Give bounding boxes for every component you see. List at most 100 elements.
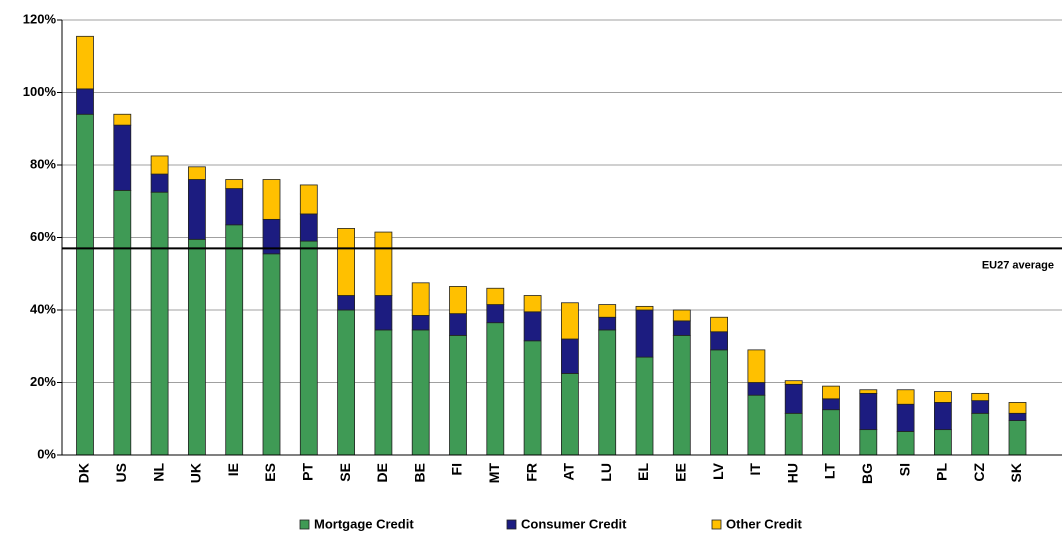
bar-segment — [449, 286, 467, 315]
bar-segment — [411, 329, 430, 456]
legend-swatch — [506, 519, 517, 530]
x-tick-label: CZ — [971, 463, 987, 482]
bar-segment — [672, 320, 691, 336]
bar-segment — [262, 253, 281, 456]
x-tick-label: DE — [374, 463, 390, 482]
x-tick-label: UK — [188, 463, 204, 483]
bar-segment — [598, 316, 617, 331]
bar-segment — [784, 412, 803, 456]
bar-segment — [449, 313, 467, 336]
bar-segment — [561, 373, 579, 456]
bar-segment — [784, 380, 803, 385]
bar-segment — [896, 403, 915, 432]
bar-segment — [859, 392, 878, 431]
bar-segment — [337, 228, 356, 296]
bar-segment — [225, 188, 244, 226]
bar-segment — [150, 191, 169, 456]
x-tick-label: SI — [896, 463, 912, 476]
x-tick-label: EE — [673, 463, 689, 482]
x-tick-label: ES — [262, 463, 278, 482]
bar-segment — [934, 391, 952, 403]
x-tick-label: US — [113, 463, 129, 482]
bar-segment — [971, 392, 990, 402]
bar-segment — [486, 287, 505, 305]
legend-label: Mortgage Credit — [314, 516, 414, 531]
bar-segment — [1008, 420, 1027, 456]
bar-segment — [1008, 402, 1027, 414]
bar-segment — [299, 213, 318, 242]
y-tick-label: 20% — [30, 374, 56, 389]
y-tick-label: 80% — [30, 156, 56, 171]
bar-segment — [299, 184, 318, 215]
bar-segment — [710, 331, 728, 351]
bar-segment — [113, 124, 132, 191]
bar-segment — [635, 356, 654, 456]
x-tick-label: NL — [150, 463, 166, 482]
x-tick-label: FI — [449, 463, 465, 475]
bar-segment — [374, 329, 393, 456]
x-tick-label: LV — [710, 462, 726, 480]
bar-segment — [523, 295, 542, 313]
bar-segment — [598, 329, 617, 456]
bar-segment — [449, 334, 467, 456]
bar-segment — [76, 35, 94, 90]
bar-segment — [672, 309, 691, 322]
y-tick-label: 0% — [37, 446, 56, 461]
y-tick-label: 40% — [30, 301, 56, 316]
x-tick-label: BE — [411, 463, 427, 482]
bar-segment — [710, 316, 728, 333]
x-tick-label: IT — [747, 463, 763, 476]
bar-segment — [934, 429, 952, 456]
y-tick-label: 60% — [30, 229, 56, 244]
x-tick-label: EL — [635, 463, 651, 481]
x-tick-label: SE — [337, 463, 353, 482]
x-tick-label: PT — [300, 463, 316, 481]
bar-segment — [971, 412, 990, 456]
x-tick-label: LU — [598, 463, 614, 482]
bar-segment — [635, 305, 654, 311]
bar-segment — [934, 402, 952, 431]
bar-segment — [672, 334, 691, 456]
legend-swatch — [711, 519, 722, 530]
bar-segment — [187, 166, 206, 180]
bar-segment — [76, 113, 94, 456]
bar-segment — [1008, 412, 1027, 421]
bar-segment — [523, 311, 542, 342]
bar-segment — [113, 113, 132, 126]
bar-segment — [859, 389, 878, 394]
x-tick-label: FR — [523, 463, 539, 482]
bar-segment — [411, 282, 430, 316]
legend-label: Other Credit — [726, 516, 803, 531]
bar-segment — [747, 349, 766, 383]
bar-segment — [598, 304, 617, 318]
x-tick-label: BG — [859, 463, 875, 484]
bar-segment — [150, 155, 169, 175]
bar-segment — [859, 429, 878, 456]
reference-label: EU27 average — [982, 259, 1054, 271]
bar-segment — [411, 315, 430, 331]
bar-segment — [896, 431, 915, 456]
bar-segment — [486, 304, 505, 324]
bar-segment — [710, 349, 728, 456]
legend-label: Consumer Credit — [521, 516, 627, 531]
bar-segment — [523, 340, 542, 456]
x-tick-label: HU — [784, 463, 800, 483]
bar-segment — [374, 231, 393, 296]
bar-segment — [187, 238, 206, 456]
bar-segment — [747, 394, 766, 456]
y-tick-label: 100% — [23, 84, 57, 99]
bar-segment — [76, 88, 94, 115]
bar-segment — [262, 179, 281, 220]
x-tick-label: IE — [225, 463, 241, 476]
bar-segment — [822, 398, 840, 411]
bar-segment — [225, 224, 244, 456]
x-tick-label: AT — [561, 463, 577, 481]
legend-swatch — [299, 519, 310, 530]
bar-segment — [822, 385, 840, 400]
bar-segment — [337, 295, 356, 311]
y-tick-label: 120% — [23, 11, 57, 26]
bar-segment — [896, 389, 915, 405]
bar-segment — [561, 302, 579, 340]
x-tick-label: PL — [934, 463, 950, 481]
bar-segment — [225, 179, 244, 189]
